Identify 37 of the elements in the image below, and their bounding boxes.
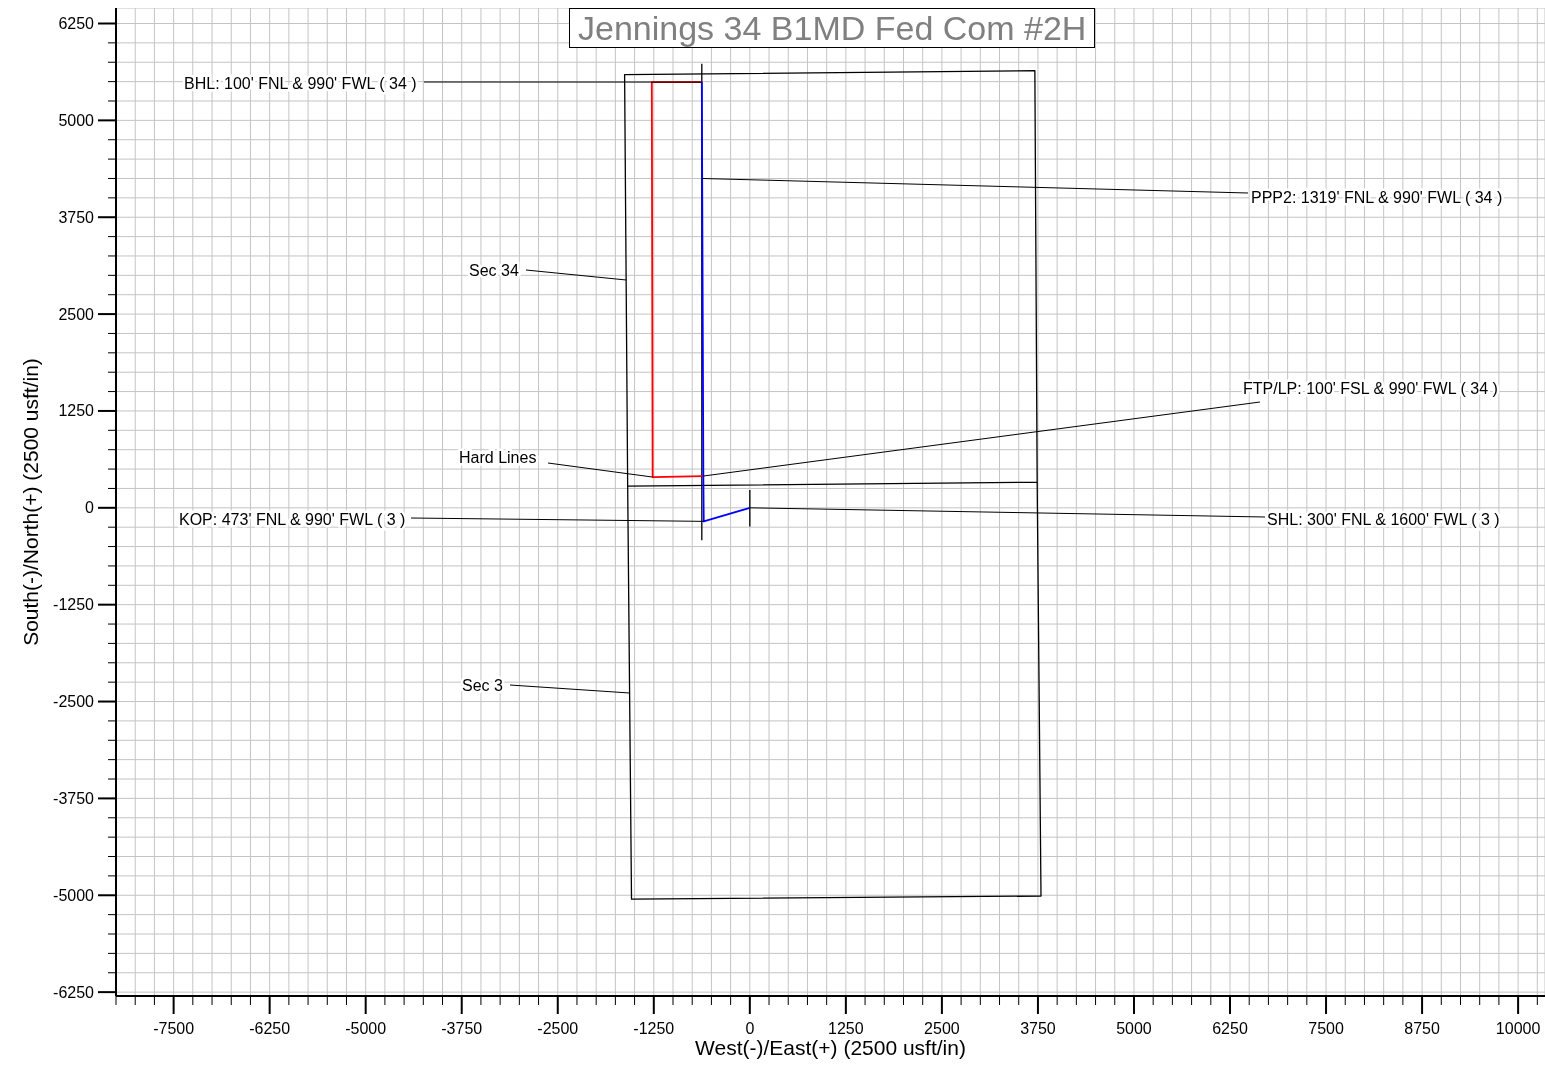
chart-title: Jennings 34 B1MD Fed Com #2H	[569, 8, 1096, 48]
y-tick-label: -2500	[53, 693, 95, 711]
annotation: Sec 34	[469, 261, 519, 279]
annotation: Hard Lines	[459, 448, 537, 466]
y-tick-label: 3750	[58, 208, 95, 226]
x-tick-label: 1250	[828, 1020, 864, 1037]
y-tick-label: 2500	[58, 305, 95, 323]
y-tick-label: -5000	[53, 886, 95, 904]
x-tick-label: 0	[745, 1020, 755, 1037]
y-tick-label: -6250	[53, 983, 95, 1001]
y-tick-label: 1250	[58, 402, 95, 420]
x-tick-label: -1250	[633, 1020, 675, 1037]
y-tick-label: 6250	[58, 15, 95, 32]
x-tick-label: 7500	[1308, 1020, 1344, 1037]
x-tick-label: 5000	[1116, 1020, 1152, 1037]
x-tick-label: -3750	[441, 1020, 483, 1037]
annotation: FTP/LP: 100' FSL & 990' FWL ( 34 )	[1243, 379, 1498, 397]
y-tick-label: 5000	[58, 111, 95, 129]
x-tick-label: -5000	[345, 1020, 387, 1037]
x-tick-label: -2500	[537, 1020, 579, 1037]
x-tick-label: 3750	[1020, 1020, 1056, 1037]
annotation: BHL: 100' FNL & 990' FWL ( 34 )	[184, 74, 417, 92]
annotation: KOP: 473' FNL & 990' FWL ( 3 )	[179, 510, 406, 528]
annotation: SHL: 300' FNL & 1600' FWL ( 3 )	[1267, 510, 1500, 528]
y-tick-label: -3750	[53, 789, 95, 807]
y-tick-label: 0	[85, 499, 95, 517]
annotation: PPP2: 1319' FNL & 990' FWL ( 34 )	[1251, 188, 1503, 206]
x-tick-label: -6250	[249, 1020, 291, 1037]
x-tick-label: 8750	[1404, 1020, 1440, 1037]
y-tick-label: -1250	[53, 596, 95, 614]
x-tick-label: 10000	[1495, 1020, 1541, 1037]
x-tick-label: -7500	[153, 1020, 195, 1037]
x-tick-label: 2500	[924, 1020, 960, 1037]
x-axis-title: West(-)/East(+) (2500 usft/in)	[695, 1036, 966, 1059]
annotation: Sec 3	[462, 676, 504, 694]
y-axis-title: South(-)/North(+) (2500 usft/in)	[19, 358, 42, 646]
x-tick-label: 6250	[1212, 1020, 1248, 1037]
